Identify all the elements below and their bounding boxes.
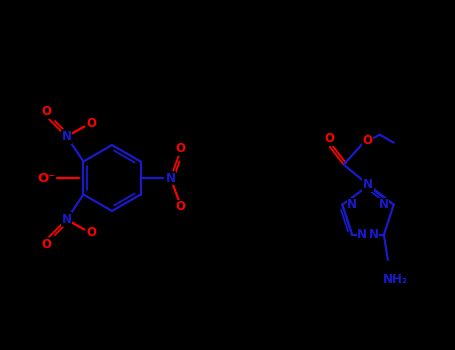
- Text: O: O: [86, 117, 96, 130]
- Text: O: O: [41, 238, 51, 251]
- Text: N: N: [357, 228, 367, 242]
- Text: O⁻: O⁻: [37, 172, 55, 184]
- Text: O: O: [41, 105, 51, 118]
- Text: O: O: [176, 201, 186, 214]
- Text: N: N: [369, 228, 379, 242]
- Text: O: O: [325, 132, 335, 145]
- Text: N: N: [166, 172, 176, 184]
- Text: N: N: [363, 178, 373, 191]
- Text: O: O: [363, 134, 373, 147]
- Text: O: O: [176, 142, 186, 155]
- Text: O: O: [86, 226, 96, 239]
- Text: N: N: [379, 198, 389, 211]
- Text: N: N: [61, 213, 71, 226]
- Text: N: N: [61, 130, 71, 143]
- Text: NH₂: NH₂: [384, 273, 409, 286]
- Text: N: N: [347, 198, 357, 211]
